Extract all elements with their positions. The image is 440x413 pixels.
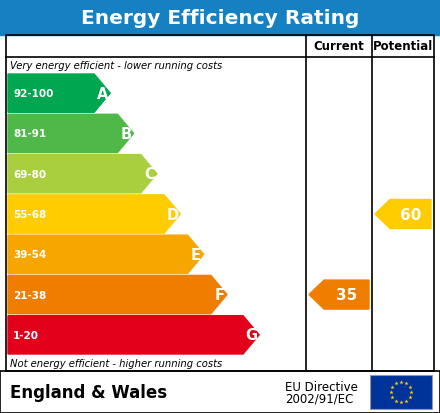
Text: EU Directive: EU Directive [285,380,358,394]
Text: Very energy efficient - lower running costs: Very energy efficient - lower running co… [10,61,222,71]
Polygon shape [8,75,110,113]
Text: 21-38: 21-38 [13,290,46,300]
Polygon shape [8,276,227,314]
Text: 81-91: 81-91 [13,129,46,139]
Text: C: C [144,167,154,182]
Text: Potential: Potential [373,40,433,53]
Text: Energy Efficiency Rating: Energy Efficiency Rating [81,9,359,27]
Polygon shape [8,235,204,274]
Text: Current: Current [314,40,364,53]
Text: England & Wales: England & Wales [10,383,167,401]
Text: G: G [246,328,257,342]
Text: B: B [120,127,132,142]
Text: 2002/91/EC: 2002/91/EC [285,392,353,404]
Text: 60: 60 [400,207,421,222]
Text: 69-80: 69-80 [13,169,46,179]
Polygon shape [8,316,259,354]
Text: A: A [97,86,108,102]
Bar [370,375,432,409]
Bar [6,36,434,371]
Polygon shape [309,280,369,309]
Text: F: F [214,287,224,302]
Bar [0,371,440,413]
Text: 35: 35 [336,287,357,302]
Polygon shape [375,200,431,229]
Text: Not energy efficient - higher running costs: Not energy efficient - higher running co… [10,358,222,368]
Text: 1-20: 1-20 [13,330,39,340]
Text: 39-54: 39-54 [13,250,46,260]
Polygon shape [8,195,180,234]
Text: 92-100: 92-100 [13,89,53,99]
Polygon shape [8,155,157,193]
Bar [0,0,440,36]
Text: 55-68: 55-68 [13,209,46,219]
Text: E: E [191,247,201,262]
Polygon shape [8,115,134,153]
Text: D: D [166,207,179,222]
